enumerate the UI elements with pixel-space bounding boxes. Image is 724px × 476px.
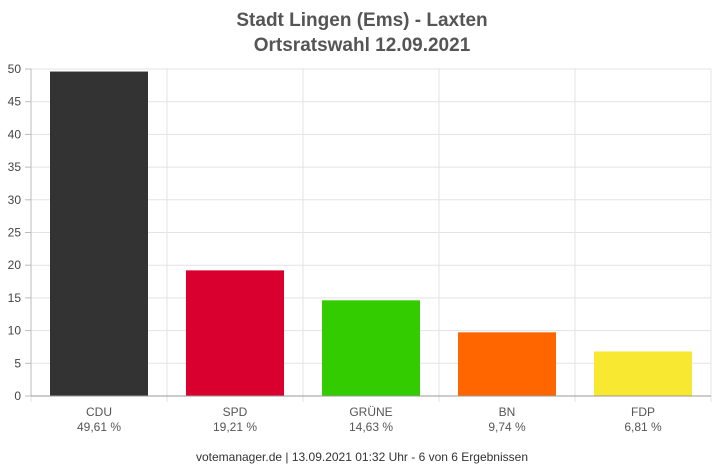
category-label: GRÜNE (349, 405, 392, 419)
footer-source: votemanager.de | 13.09.2021 01:32 Uhr - … (195, 450, 528, 464)
value-label: 9,74 % (488, 420, 526, 434)
y-tick-label: 45 (8, 95, 22, 109)
y-tick-label: 0 (14, 389, 21, 403)
y-tick-label: 50 (8, 62, 22, 76)
bar-fdp (594, 351, 692, 396)
category-label: BN (499, 405, 516, 419)
category-label: CDU (86, 405, 112, 419)
y-tick-label: 40 (8, 127, 22, 141)
value-label: 14,63 % (349, 420, 393, 434)
value-label: 19,21 % (213, 420, 257, 434)
y-tick-label: 5 (14, 356, 21, 370)
y-tick-label: 15 (8, 291, 22, 305)
y-tick-label: 10 (8, 324, 22, 338)
chart-subtitle: Ortsratswahl 12.09.2021 (253, 35, 471, 56)
y-tick-label: 25 (8, 226, 22, 240)
bar-cdu (50, 71, 148, 396)
y-tick-label: 35 (8, 160, 22, 174)
value-label: 6,81 % (624, 420, 662, 434)
category-label: SPD (223, 405, 248, 419)
y-tick-label: 20 (8, 258, 22, 272)
bar-grüne (322, 300, 420, 396)
chart-title: Stadt Lingen (Ems) - Laxten (236, 10, 488, 31)
value-label: 49,61 % (77, 420, 121, 434)
category-label: FDP (631, 405, 655, 419)
bar-spd (186, 270, 284, 396)
y-tick-label: 30 (8, 193, 22, 207)
bar-bn (458, 332, 556, 396)
